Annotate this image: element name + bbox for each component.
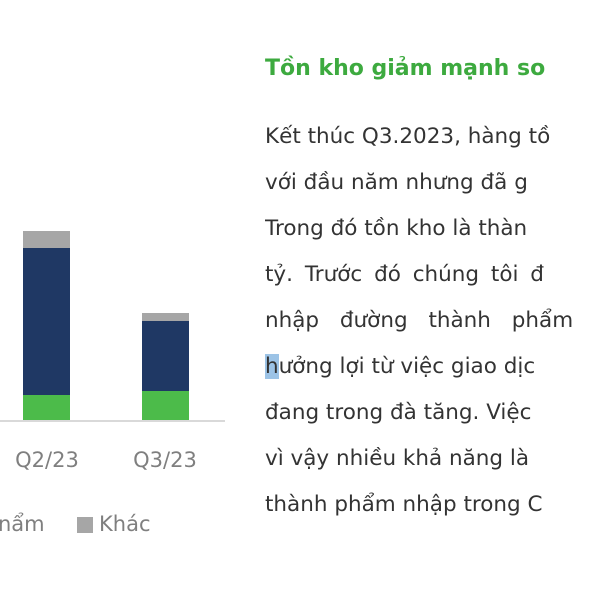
paragraph-line: đang trong đà tăng. Việc <box>265 400 532 425</box>
x-tick-label: Q3/23 <box>133 448 197 472</box>
x-axis-line <box>0 420 225 422</box>
article-section: Tồn kho giảm mạnh so Kết thúc Q3.2023, h… <box>265 0 600 600</box>
bar-segment-Q3-23-0 <box>142 391 189 420</box>
paragraph-line: thành phẩm nhập trong C <box>265 492 543 517</box>
bar-segment-Q2-23-1 <box>23 248 70 395</box>
text-selection[interactable]: h <box>265 354 279 379</box>
legend-swatch-other <box>77 517 93 533</box>
legend-label-partial: nẩm <box>0 512 45 536</box>
bar-segment-Q3-23-2 <box>142 313 189 321</box>
bar-segment-Q3-23-1 <box>142 321 189 391</box>
paragraph-line: vì vậy nhiều khả năng là <box>265 446 530 471</box>
paragraph-line: hưởng lợi từ việc giao dịc <box>265 354 535 379</box>
paragraph-line: Kết thúc Q3.2023, hàng tồ <box>265 124 551 149</box>
inventory-chart: Q2/23 Q3/23 nẩm Khác <box>0 0 240 600</box>
paragraph-text: ưởng lợi từ việc giao dịc <box>278 354 536 379</box>
paragraph-line: với đầu năm nhưng đã g <box>265 170 528 195</box>
paragraph-line: tỷ. Trước đó chúng tôi đ <box>265 262 544 287</box>
paragraph-line: nhập đường thành phẩm <box>265 308 574 333</box>
bar-segment-Q2-23-2 <box>23 231 70 248</box>
bar-segment-Q2-23-0 <box>23 395 70 420</box>
legend-label-other: Khác <box>99 512 151 536</box>
x-tick-label: Q2/23 <box>15 448 79 472</box>
section-heading: Tồn kho giảm mạnh so <box>265 56 546 81</box>
paragraph-line: Trong đó tồn kho là thàn <box>265 216 528 241</box>
